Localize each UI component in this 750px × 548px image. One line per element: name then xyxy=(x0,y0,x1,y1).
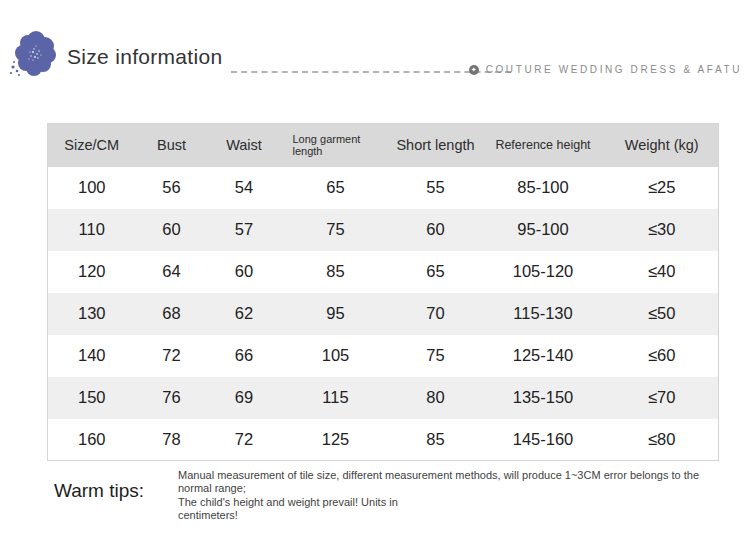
col-header-reference-height: Reference height xyxy=(481,124,606,167)
table-cell: 145-160 xyxy=(481,419,606,461)
table-row: 1005654655585-100≤25 xyxy=(48,167,719,209)
table-cell: 64 xyxy=(136,251,208,293)
table-cell: 65 xyxy=(391,251,481,293)
brand-badge-icon: ✦ xyxy=(469,65,479,75)
table-cell: ≤60 xyxy=(606,335,719,377)
table-cell: 150 xyxy=(48,377,136,419)
table-cell: 78 xyxy=(136,419,208,461)
table-cell: 95-100 xyxy=(481,209,606,251)
table-cell: 140 xyxy=(48,335,136,377)
table-cell: ≤40 xyxy=(606,251,719,293)
table-cell: ≤80 xyxy=(606,419,719,461)
table-cell: 75 xyxy=(391,335,481,377)
table-cell: 130 xyxy=(48,293,136,335)
table-cell: 125 xyxy=(281,419,391,461)
table-cell: 69 xyxy=(208,377,281,419)
table-cell: 56 xyxy=(136,167,208,209)
table-cell: 60 xyxy=(136,209,208,251)
table-cell: 85 xyxy=(281,251,391,293)
flower-icon xyxy=(6,27,60,81)
table-cell: 85-100 xyxy=(481,167,606,209)
table-cell: 68 xyxy=(136,293,208,335)
table-cell: 54 xyxy=(208,167,281,209)
table-row: 1106057756095-100≤30 xyxy=(48,209,719,251)
col-header-size: Size/CM xyxy=(48,124,136,167)
table-cell: 62 xyxy=(208,293,281,335)
page-title: Size information xyxy=(67,45,222,69)
table-header-row: Size/CM Bust Waist Long garment length S… xyxy=(48,124,719,167)
warm-tip-units: The child's height and weight prevail! U… xyxy=(178,496,738,523)
table-cell: 76 xyxy=(136,377,208,419)
table-cell: ≤50 xyxy=(606,293,719,335)
table-cell: 135-150 xyxy=(481,377,606,419)
size-information-panel: Size information ✦ COUTURE WEDDING DRESS… xyxy=(0,0,750,548)
table-cell: 115-130 xyxy=(481,293,606,335)
table-row: 13068629570115-130≤50 xyxy=(48,293,719,335)
table-cell: 80 xyxy=(391,377,481,419)
size-table-body: 1005654655585-100≤251106057756095-100≤30… xyxy=(48,167,719,461)
table-cell: 66 xyxy=(208,335,281,377)
table-cell: 105 xyxy=(281,335,391,377)
table-row: 12064608565105-120≤40 xyxy=(48,251,719,293)
warm-tip-measurement: Manual measurement of tile size, differe… xyxy=(178,469,738,496)
table-cell: 60 xyxy=(208,251,281,293)
col-header-long-garment-length: Long garment length xyxy=(281,124,391,167)
col-header-short-length: Short length xyxy=(391,124,481,167)
table-row: 150766911580135-150≤70 xyxy=(48,377,719,419)
table-cell: 115 xyxy=(281,377,391,419)
table-cell: 57 xyxy=(208,209,281,251)
table-cell: 85 xyxy=(391,419,481,461)
table-cell: 55 xyxy=(391,167,481,209)
table-cell: 105-120 xyxy=(481,251,606,293)
table-cell: 100 xyxy=(48,167,136,209)
table-cell: 160 xyxy=(48,419,136,461)
table-row: 160787212585145-160≤80 xyxy=(48,419,719,461)
table-cell: 95 xyxy=(281,293,391,335)
table-row: 140726610575125-140≤60 xyxy=(48,335,719,377)
table-cell: 72 xyxy=(208,419,281,461)
table-cell: 75 xyxy=(281,209,391,251)
table-cell: 65 xyxy=(281,167,391,209)
table-cell: ≤30 xyxy=(606,209,719,251)
table-cell: 70 xyxy=(391,293,481,335)
table-cell: ≤25 xyxy=(606,167,719,209)
table-cell: 110 xyxy=(48,209,136,251)
table-cell: 120 xyxy=(48,251,136,293)
brand-tagline: ✦ COUTURE WEDDING DRESS & AFATU xyxy=(469,64,742,75)
table-cell: ≤70 xyxy=(606,377,719,419)
table-cell: 60 xyxy=(391,209,481,251)
table-cell: 125-140 xyxy=(481,335,606,377)
col-header-weight: Weight (kg) xyxy=(606,124,719,167)
col-header-waist: Waist xyxy=(208,124,281,167)
table-cell: 72 xyxy=(136,335,208,377)
size-chart-table: Size/CM Bust Waist Long garment length S… xyxy=(47,123,719,461)
col-header-bust: Bust xyxy=(136,124,208,167)
warm-tips-text: Manual measurement of tile size, differe… xyxy=(178,469,738,523)
warm-tips-label: Warm tips: xyxy=(54,480,144,502)
brand-text: COUTURE WEDDING DRESS & AFATU xyxy=(486,64,742,75)
